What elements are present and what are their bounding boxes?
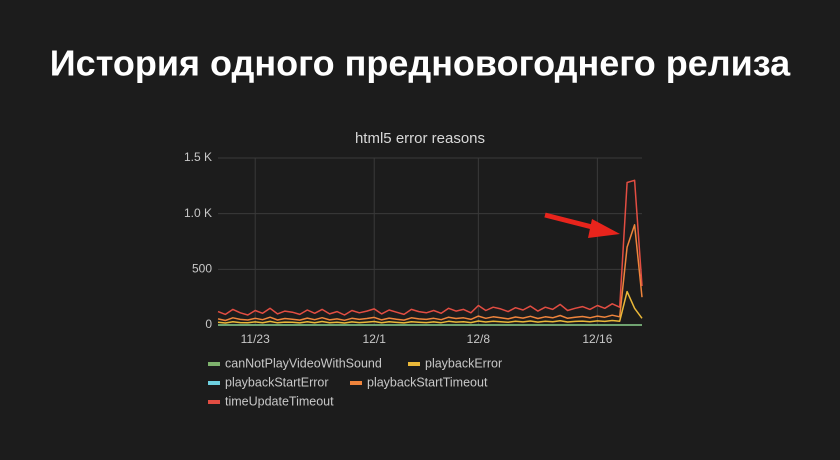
series-line bbox=[217, 224, 643, 322]
x-tick-label: 11/23 bbox=[241, 332, 270, 346]
y-tick-label: 1.5 K bbox=[184, 150, 212, 164]
legend-label: playbackStartError bbox=[225, 375, 329, 389]
arrow-head bbox=[588, 219, 620, 238]
series-line bbox=[217, 179, 643, 316]
legend-label: playbackStartTimeout bbox=[367, 375, 488, 389]
plot: 0 500 1.0 K 1.5 K 11/23 12/1 12/8 12/16 canNotPl… bbox=[184, 150, 643, 408]
page-heading: История одного предновогоднего релиза bbox=[50, 43, 791, 84]
y-tick-label: 0 bbox=[205, 317, 212, 331]
legend-label: canNotPlayVideoWithSound bbox=[225, 356, 382, 370]
chart-title: html5 error reasons bbox=[355, 130, 485, 147]
x-tick-label: 12/16 bbox=[582, 332, 612, 346]
annotation-arrow bbox=[544, 212, 620, 238]
y-tick-label: 500 bbox=[192, 262, 212, 276]
series-line bbox=[217, 290, 643, 324]
x-tick-label: 12/1 bbox=[363, 332, 387, 346]
legend-label: playbackError bbox=[425, 356, 502, 370]
y-tick-label: 1.0 K bbox=[184, 206, 212, 220]
x-tick-label: 12/8 bbox=[467, 332, 491, 346]
legend-label: timeUpdateTimeout bbox=[225, 394, 334, 408]
